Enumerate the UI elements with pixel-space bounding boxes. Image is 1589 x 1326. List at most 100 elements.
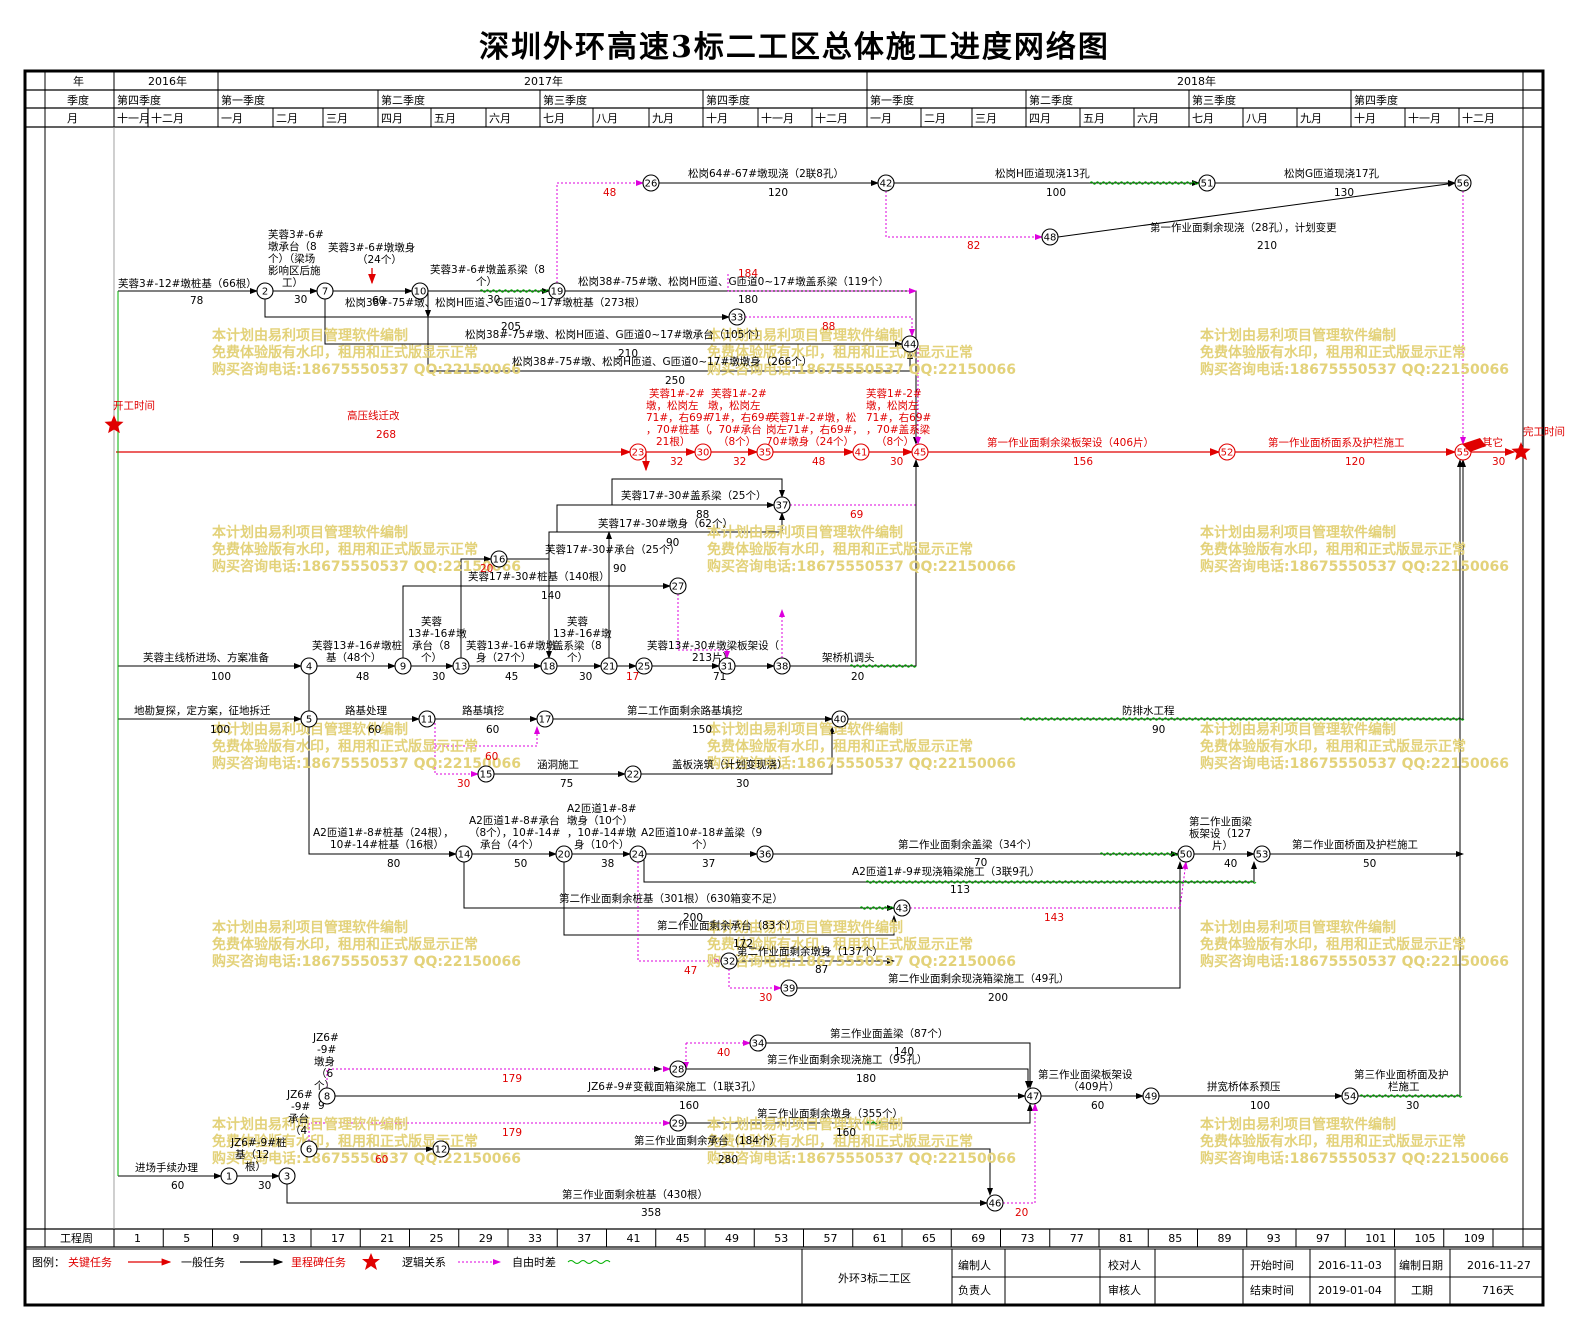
duration-label: 75 [560,778,573,790]
activity-label: ，70#桩基（ [646,423,710,436]
quarter-label: 第二季度 [381,93,425,107]
activity-labels: 芙蓉3#-12#墩桩基（66根） 芙蓉3#-6#墩承台（8个）（梁场影响区后施工）… [118,167,1503,1201]
node-number: 52 [1221,448,1234,459]
watermark-text: 购买咨询电话:18675550537 QQ:22150066 [212,558,521,575]
duration-label: 48 [603,187,616,199]
event-node-36: 36 [756,845,774,863]
duration-label: 120 [1345,456,1365,468]
event-node-43: 43 [893,899,911,917]
node-circle [629,845,647,863]
duration-label: 180 [738,294,758,306]
week-label: 69 [971,1232,985,1245]
event-nodes: 1234567891011121314151617181920212223242… [220,174,1472,1212]
activity-label: （409片） [1068,1080,1120,1093]
footer-end-label: 结束时间 [1250,1284,1294,1297]
activity-arrows [116,180,1516,1206]
month-label: 二月 [276,112,298,125]
activity-label: -9# [317,1044,336,1056]
node-number: 56 [1457,179,1470,190]
footer-compiler-label: 编制人 [958,1258,991,1272]
activity-label: 芙蓉17#-30#墩身（62个） [598,517,733,530]
event-node-17: 17 [536,710,554,728]
duration-label: 30 [736,778,749,790]
month-label: 十二月 [815,111,848,125]
outer-frame [23,69,1545,1307]
event-node-1: 1 [220,1167,238,1185]
duration-label: 179 [502,1127,522,1139]
event-node-25: 25 [635,657,653,675]
node-circle [629,443,647,461]
node-circle [432,1140,450,1158]
week-label: 49 [725,1232,739,1245]
event-node-31: 31 [718,657,736,675]
quarter-label: 第四季度 [117,93,161,107]
event-node-46: 46 [986,1194,1004,1212]
node-number: 43 [896,904,909,915]
event-node-18: 18 [540,657,558,675]
node-circle [1218,443,1236,461]
activity-label: 根） [245,1160,266,1173]
event-node-13: 13 [452,657,470,675]
duration-label: 30 [1492,456,1505,468]
legend-critical: 关键任务 [68,1255,112,1269]
event-node-27: 27 [669,577,687,595]
watermark-text: 免费体验版有水印，租用和正式版显示正常 [707,541,973,558]
duration-label: 160 [836,1127,856,1139]
duration-label: 143 [1044,912,1064,924]
start-milestone-label: 开工时间 [113,399,155,412]
watermark-text: 免费体验版有水印，租用和正式版显示正常 [212,1133,478,1150]
activity-label: 高压线迁改 [347,409,400,422]
watermark-text: 购买咨询电话:18675550537 QQ:22150066 [212,953,521,970]
event-node-20: 20 [555,845,573,863]
node-circle [831,710,849,728]
node-number: 30 [697,448,710,459]
header-row-label: 季度 [67,93,89,107]
duration-label: 32 [733,456,746,468]
diagram-title: 深圳外环高速3标二工区总体施工进度网络图 [479,30,1110,65]
watermark-text: 购买咨询电话:18675550537 QQ:22150066 [1200,361,1509,378]
week-label: 57 [824,1232,838,1245]
month-label: 十一月 [761,111,794,125]
duration-label: 90 [613,563,626,575]
watermark-text: 本计划由易利项目管理软件编制 [212,919,408,936]
activity-label: JZ6#-9#桩 [230,1136,287,1149]
duration-label: 60 [485,751,498,763]
activity-label: 第三作业面梁板架设 [1038,1068,1133,1081]
end-milestone-star [1511,442,1531,461]
event-node-34: 34 [749,1034,767,1052]
activity-label: ，70#承台 [708,423,762,436]
activity-label: ，10#-14#墩 [567,826,637,839]
node-number: 35 [759,448,772,459]
event-node-35: 35 [756,443,774,461]
duration-label: 60 [171,1180,184,1192]
duration-label: 80 [387,858,400,870]
activity-label: JZ6# [312,1032,339,1044]
activity-label: 路基处理 [345,704,387,717]
activity-label: 芙蓉3#-12#墩桩基（66根） [118,277,257,290]
node-number: 17 [539,715,552,726]
activity-label: 第二作业面剩余盖梁（34个） [898,838,1037,851]
activity-label: A2匝道10#-18#盖梁（9 [641,826,762,839]
event-node-37: 37 [773,496,791,514]
node-number: 1 [226,1172,232,1183]
node-number: 44 [904,340,917,351]
node-number: 22 [627,770,640,781]
node-circle [300,710,318,728]
week-label: 53 [774,1232,788,1245]
activity-label: 拼宽桥体系预压 [1207,1080,1281,1093]
watermark-text: 购买咨询电话:18675550537 QQ:22150066 [1200,755,1509,772]
activity-label: 承台 [288,1112,309,1125]
node-circle [418,710,436,728]
event-node-23: 23 [629,443,647,461]
node-circle [728,308,746,326]
node-number: 16 [493,555,506,566]
node-circle [877,174,895,192]
node-circle [749,1034,767,1052]
node-circle [901,335,919,353]
activity-label: 盖系梁（8 [553,639,602,652]
node-circle [780,979,798,997]
duration-label: 100 [211,671,231,683]
node-circle [1198,174,1216,192]
duration-label: 100 [210,724,230,736]
activity-label: 进场手续办理 [135,1161,198,1174]
